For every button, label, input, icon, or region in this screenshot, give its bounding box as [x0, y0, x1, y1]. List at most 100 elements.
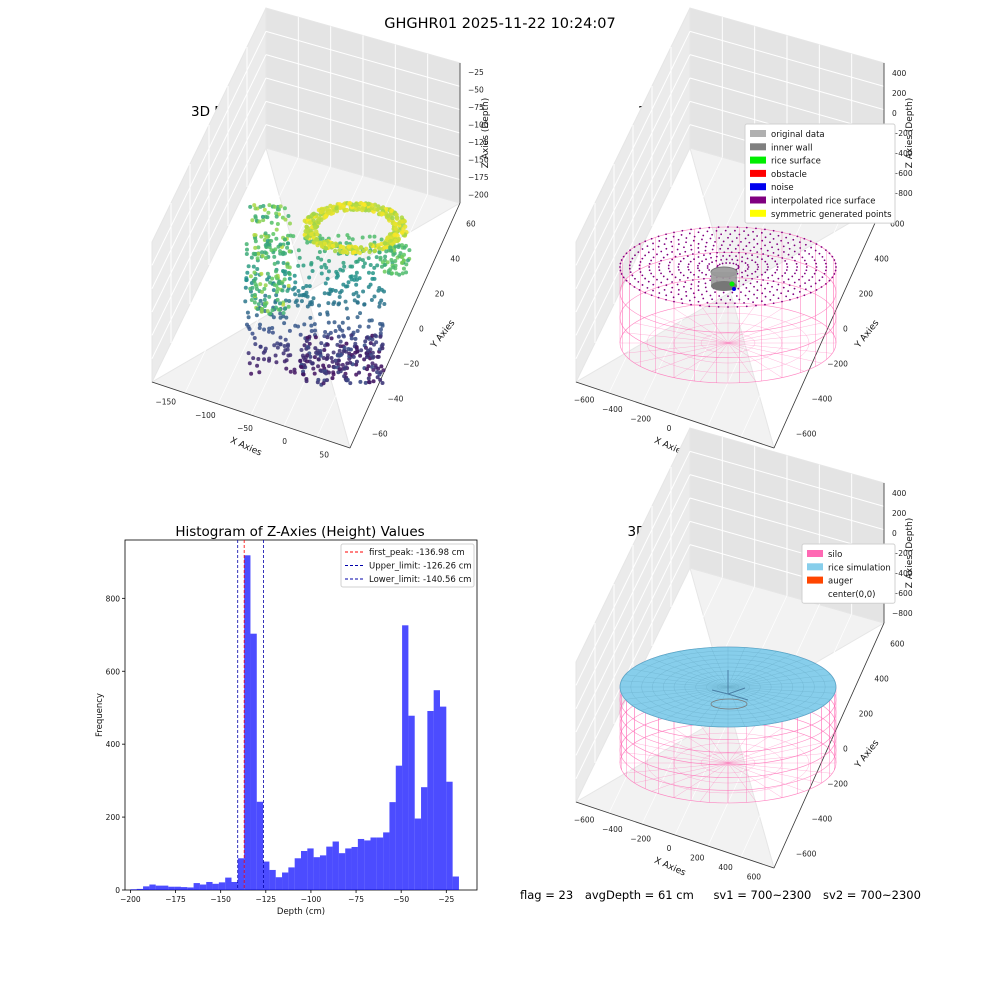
interpolated-surface-point	[679, 253, 681, 255]
interpolated-surface-point	[782, 286, 785, 289]
interpolated-surface-point	[665, 237, 668, 240]
interpolated-surface-point	[619, 266, 621, 268]
y-tick-label: −60	[372, 430, 388, 439]
raw-data-point	[379, 287, 384, 292]
interpolated-surface-point	[710, 256, 712, 259]
raw-data-point	[278, 311, 283, 316]
raw-data-point	[244, 252, 249, 257]
raw-data-point	[250, 218, 255, 223]
grid-line	[575, 451, 691, 686]
interpolated-surface-point	[823, 272, 826, 275]
interpolated-surface-point	[656, 253, 658, 256]
raw-data-point	[253, 206, 258, 211]
interpolated-surface-point	[777, 297, 780, 300]
raw-data-point	[376, 288, 381, 293]
x-tick-label: −600	[574, 396, 595, 405]
raw-data-point	[322, 241, 328, 246]
raw-data-point	[301, 285, 306, 290]
rice-mesh-spoke	[664, 654, 729, 688]
raw-data-point	[332, 300, 337, 305]
raw-data-point	[259, 289, 264, 294]
interpolated-surface-point	[764, 295, 767, 298]
interpolated-surface-point	[787, 290, 790, 292]
sv1-text: sv1 = 700~2300	[713, 888, 812, 902]
raw-data-point	[315, 255, 320, 260]
y-tick-label: 0	[843, 745, 848, 754]
raw-data-point	[275, 297, 280, 302]
x-tick-label: −50	[393, 895, 409, 904]
interpolated-surface-point	[734, 302, 736, 305]
interpolated-surface-point	[757, 266, 760, 268]
interpolated-surface-point	[633, 286, 636, 288]
raw-data-point	[261, 218, 266, 223]
interpolated-surface-point	[641, 257, 644, 260]
histogram-bar	[263, 861, 270, 890]
raw-data-point	[286, 283, 291, 288]
z-tick-label: −175	[468, 173, 489, 182]
raw-data-point	[281, 310, 286, 315]
raw-data-point	[287, 221, 292, 226]
raw-data-point	[368, 352, 373, 357]
raw-data-point	[344, 241, 349, 246]
interpolated-surface-point	[718, 295, 721, 297]
raw-data-point	[343, 299, 348, 304]
auger-base	[710, 698, 748, 710]
interpolated-surface-point	[737, 266, 740, 268]
legend-label: first_peak: -136.98 cm	[369, 548, 465, 558]
raw-data-point	[272, 254, 277, 259]
z-axis-label: Z Axies (Depth)	[481, 98, 491, 169]
raw-data-point	[361, 248, 367, 253]
raw-data-point	[283, 348, 288, 353]
raw-data-point	[262, 238, 267, 243]
raw-data-point	[253, 252, 258, 257]
interpolated-surface-point	[648, 269, 651, 272]
raw-data-point	[263, 256, 268, 261]
raw-data-point	[353, 244, 358, 250]
raw-data-point	[311, 240, 316, 245]
interpolated-surface-point	[782, 245, 785, 248]
interpolated-surface-point	[766, 263, 769, 266]
raw-data-point	[382, 269, 387, 274]
interpolated-surface-point	[746, 257, 749, 260]
raw-data-point	[404, 270, 409, 275]
raw-data-point	[394, 212, 399, 217]
raw-data-point	[337, 294, 342, 299]
raw-data-point	[253, 282, 258, 287]
interpolated-surface-point	[824, 269, 827, 272]
grid-line	[740, 613, 852, 858]
interpolated-surface-point	[835, 266, 837, 268]
interpolated-surface-point	[753, 238, 755, 241]
raw-data-point	[304, 290, 309, 295]
interpolated-surface-point	[776, 263, 778, 266]
interpolated-surface-point	[749, 282, 752, 285]
rice-mesh-spoke	[727, 686, 835, 694]
interpolated-surface-point	[746, 274, 749, 277]
raw-data-point	[267, 242, 272, 247]
interpolated-surface-point	[663, 243, 666, 246]
raw-data-point	[281, 302, 286, 307]
histogram-bar	[307, 848, 314, 890]
interpolated-surface-point	[828, 279, 831, 282]
interpolated-surface-point	[711, 233, 714, 236]
raw-data-point	[310, 361, 315, 366]
histogram-bar	[149, 884, 156, 890]
interpolated-surface-point	[720, 298, 723, 301]
raw-data-point	[341, 334, 346, 339]
rice-surface-point	[729, 281, 735, 287]
raw-data-point	[335, 271, 340, 276]
interpolated-surface-point	[754, 270, 757, 273]
y-axis-label: Frequency	[95, 693, 105, 737]
interpolated-surface-point	[701, 293, 703, 296]
raw-data-point	[274, 360, 279, 365]
histogram-bar	[218, 882, 226, 890]
histogram-bar	[136, 888, 144, 890]
histogram-bar	[446, 781, 453, 890]
raw-data-point	[379, 364, 384, 369]
grid-line	[575, 77, 691, 313]
raw-data-point	[322, 348, 327, 353]
raw-data-point	[243, 299, 248, 304]
raw-data-point	[329, 356, 334, 361]
raw-data-point	[311, 296, 316, 301]
legend-label: Upper_limit: -126.26 cm	[369, 562, 472, 572]
